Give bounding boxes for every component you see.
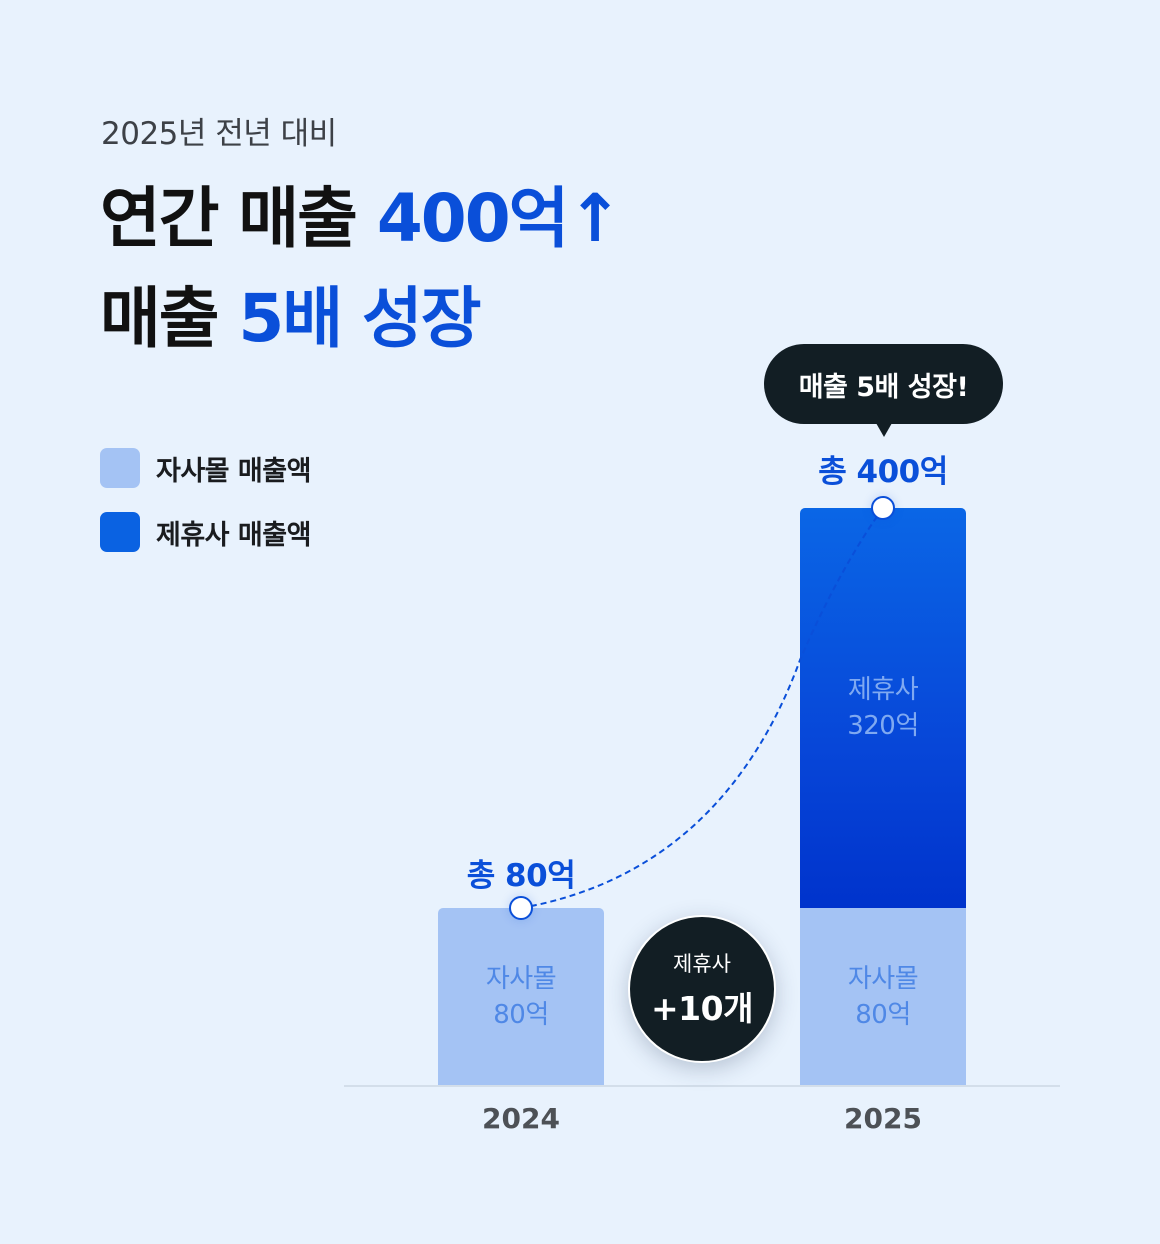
legend-swatch-partner xyxy=(100,512,140,552)
bar-segment-own: 자사몰 80억 xyxy=(438,908,604,1086)
total-label-2025: 총 400억 xyxy=(818,454,948,490)
bar-2024: 자사몰 80억 xyxy=(438,908,604,1086)
headline-accent: 400억 xyxy=(376,180,569,257)
headline-line-2: 매출 5배 성장 xyxy=(100,286,481,352)
headline-accent: 5배 성장 xyxy=(238,280,481,357)
segment-name: 자사몰 xyxy=(485,964,557,994)
x-tick-2024: 2024 xyxy=(482,1102,560,1135)
legend-item-partner: 제휴사 매출액 xyxy=(100,512,311,552)
data-point-2025 xyxy=(871,496,895,520)
headline-text: 매출 xyxy=(100,280,239,357)
x-axis-line xyxy=(344,1085,1060,1087)
legend-label: 제휴사 매출액 xyxy=(156,519,311,551)
arrow-up-icon: ↑ xyxy=(567,180,622,257)
chart-legend: 자사몰 매출액 제휴사 매출액 xyxy=(100,448,311,576)
bar-segment-own: 자사몰 80억 xyxy=(800,908,966,1086)
legend-swatch-own xyxy=(100,448,140,488)
headline-text: 연간 매출 xyxy=(100,180,377,257)
bar-segment-partner: 제휴사 320억 xyxy=(800,508,966,908)
segment-name: 자사몰 xyxy=(847,964,919,994)
subtitle: 2025년 전년 대비 xyxy=(101,116,337,152)
x-tick-2025: 2025 xyxy=(844,1102,922,1135)
partner-badge: 제휴사 +10개 xyxy=(628,915,776,1063)
bar-2025: 제휴사 320억 자사몰 80억 xyxy=(800,508,966,1086)
data-point-2024 xyxy=(509,896,533,920)
segment-name: 제휴사 xyxy=(847,675,919,705)
legend-label: 자사몰 매출액 xyxy=(156,455,311,487)
total-label-2024: 총 80억 xyxy=(466,858,576,894)
badge-value: +10개 xyxy=(651,989,753,1028)
segment-value: 320억 xyxy=(847,711,919,741)
legend-item-own: 자사몰 매출액 xyxy=(100,448,311,488)
badge-label: 제휴사 xyxy=(673,952,731,976)
headline-line-1: 연간 매출 400억↑ xyxy=(100,186,623,252)
segment-value: 80억 xyxy=(493,1000,549,1030)
growth-tooltip: 매출 5배 성장! xyxy=(764,344,1003,437)
segment-value: 80억 xyxy=(855,1000,911,1030)
